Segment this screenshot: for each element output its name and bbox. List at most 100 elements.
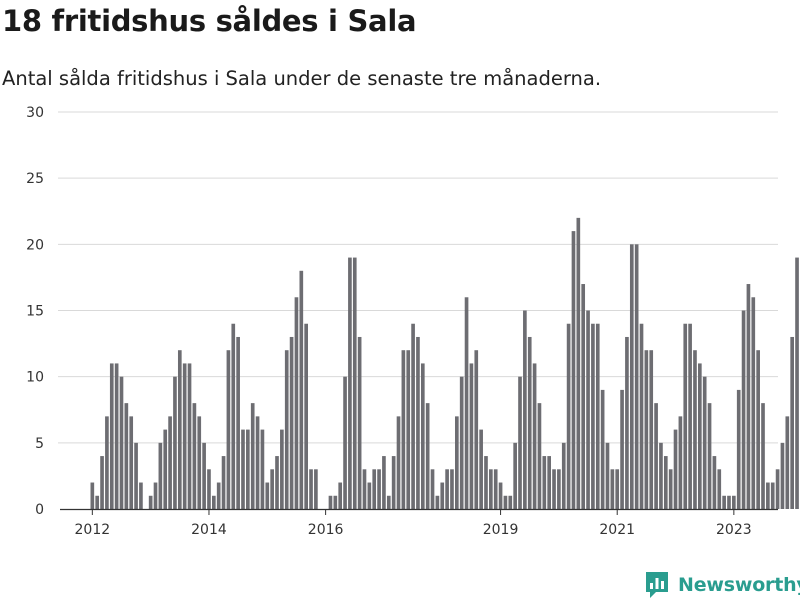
bar-1 xyxy=(95,495,100,509)
bar-12 xyxy=(148,495,153,509)
bar-130 xyxy=(722,495,726,509)
x-tick-label-2012: 2012 xyxy=(75,522,111,538)
bar-39 xyxy=(280,429,284,509)
y-tick-label-5: 5 xyxy=(35,436,44,452)
x-axis-ticks: 2012201420162019202120232025 xyxy=(75,510,752,538)
bar-144 xyxy=(790,336,794,509)
bar-117 xyxy=(659,442,663,509)
bar-100 xyxy=(576,217,581,509)
bar-27 xyxy=(221,456,226,509)
x-tick-label-2023: 2023 xyxy=(716,522,752,538)
bar-67 xyxy=(416,336,420,509)
bar-15 xyxy=(163,429,168,509)
bar-137 xyxy=(756,350,760,509)
bar-81 xyxy=(484,456,488,509)
x-tick-label-2016: 2016 xyxy=(308,522,344,538)
bar-106 xyxy=(605,442,610,509)
bar-38 xyxy=(275,456,279,509)
bar-45 xyxy=(309,469,313,509)
bar-53 xyxy=(348,257,352,509)
bar-32 xyxy=(246,429,250,509)
bar-141 xyxy=(775,469,780,509)
bar-76 xyxy=(459,376,464,509)
bar-77 xyxy=(464,297,469,509)
bar-92 xyxy=(537,403,542,509)
bar-118 xyxy=(663,456,668,509)
bar-10 xyxy=(139,482,143,509)
bar-14 xyxy=(158,442,163,509)
bar-65 xyxy=(406,350,411,509)
bar-89 xyxy=(523,310,527,509)
bar-86 xyxy=(508,495,513,509)
y-tick-label-0: 0 xyxy=(35,502,44,518)
y-tick-label-25: 25 xyxy=(26,171,44,187)
bar-145 xyxy=(795,257,799,509)
bar-59 xyxy=(377,469,381,509)
bar-40 xyxy=(284,350,289,509)
bar-93 xyxy=(542,456,547,509)
bar-51 xyxy=(338,482,343,509)
bar-91 xyxy=(532,363,537,509)
bar-135 xyxy=(746,284,751,509)
bar-116 xyxy=(654,403,658,509)
bar-94 xyxy=(547,456,551,509)
bar-105 xyxy=(600,389,605,509)
bar-136 xyxy=(751,297,756,509)
newsworthy-logo-icon xyxy=(646,572,668,598)
bar-26 xyxy=(216,482,221,509)
bar-122 xyxy=(683,323,688,509)
bar-115 xyxy=(649,350,654,509)
bar-24 xyxy=(207,469,211,509)
bar-74 xyxy=(450,469,454,509)
x-tick-label-2014: 2014 xyxy=(191,522,227,538)
bar-9 xyxy=(134,442,138,509)
bar-46 xyxy=(314,469,318,509)
bar-52 xyxy=(343,376,347,509)
bar-18 xyxy=(177,350,182,509)
bar-142 xyxy=(780,442,785,509)
bar-69 xyxy=(425,403,430,509)
bar-103 xyxy=(591,323,595,509)
bar-131 xyxy=(727,495,731,509)
y-tick-label-10: 10 xyxy=(26,370,44,386)
bar-42 xyxy=(294,297,299,509)
bar-4 xyxy=(109,363,114,509)
bar-112 xyxy=(634,244,639,509)
bar-41 xyxy=(289,336,294,509)
bar-98 xyxy=(566,323,571,509)
bar-71 xyxy=(435,495,440,509)
bar-97 xyxy=(561,442,566,509)
bar-58 xyxy=(372,469,377,509)
bar-128 xyxy=(712,456,717,509)
bar-49 xyxy=(328,495,333,509)
bar-138 xyxy=(761,403,765,509)
bar-37 xyxy=(270,469,274,509)
bar-127 xyxy=(707,403,712,509)
bar-82 xyxy=(489,469,493,509)
bar-72 xyxy=(440,482,445,509)
bar-66 xyxy=(411,323,415,509)
bar-50 xyxy=(333,495,338,509)
x-tick-label-2019: 2019 xyxy=(483,522,519,538)
y-tick-label-30: 30 xyxy=(26,105,44,121)
bar-36 xyxy=(265,482,270,509)
bar-104 xyxy=(595,323,600,509)
bar-33 xyxy=(250,403,255,509)
bar-57 xyxy=(367,482,372,509)
bar-3 xyxy=(105,416,109,509)
bar-78 xyxy=(469,363,474,509)
y-tick-label-20: 20 xyxy=(26,237,44,253)
bar-19 xyxy=(182,363,187,509)
bar-80 xyxy=(479,429,483,509)
bar-8 xyxy=(129,416,134,509)
bar-17 xyxy=(173,376,177,509)
bar-60 xyxy=(382,456,386,509)
bar-113 xyxy=(639,323,644,509)
bar-0 xyxy=(90,482,95,509)
bar-125 xyxy=(698,363,702,509)
bar-134 xyxy=(741,310,746,509)
bar-133 xyxy=(736,389,741,509)
bar-109 xyxy=(620,389,624,509)
bar-28 xyxy=(226,350,231,509)
chart-subtitle: Antal sålda fritidshus i Sala under de s… xyxy=(2,67,602,90)
